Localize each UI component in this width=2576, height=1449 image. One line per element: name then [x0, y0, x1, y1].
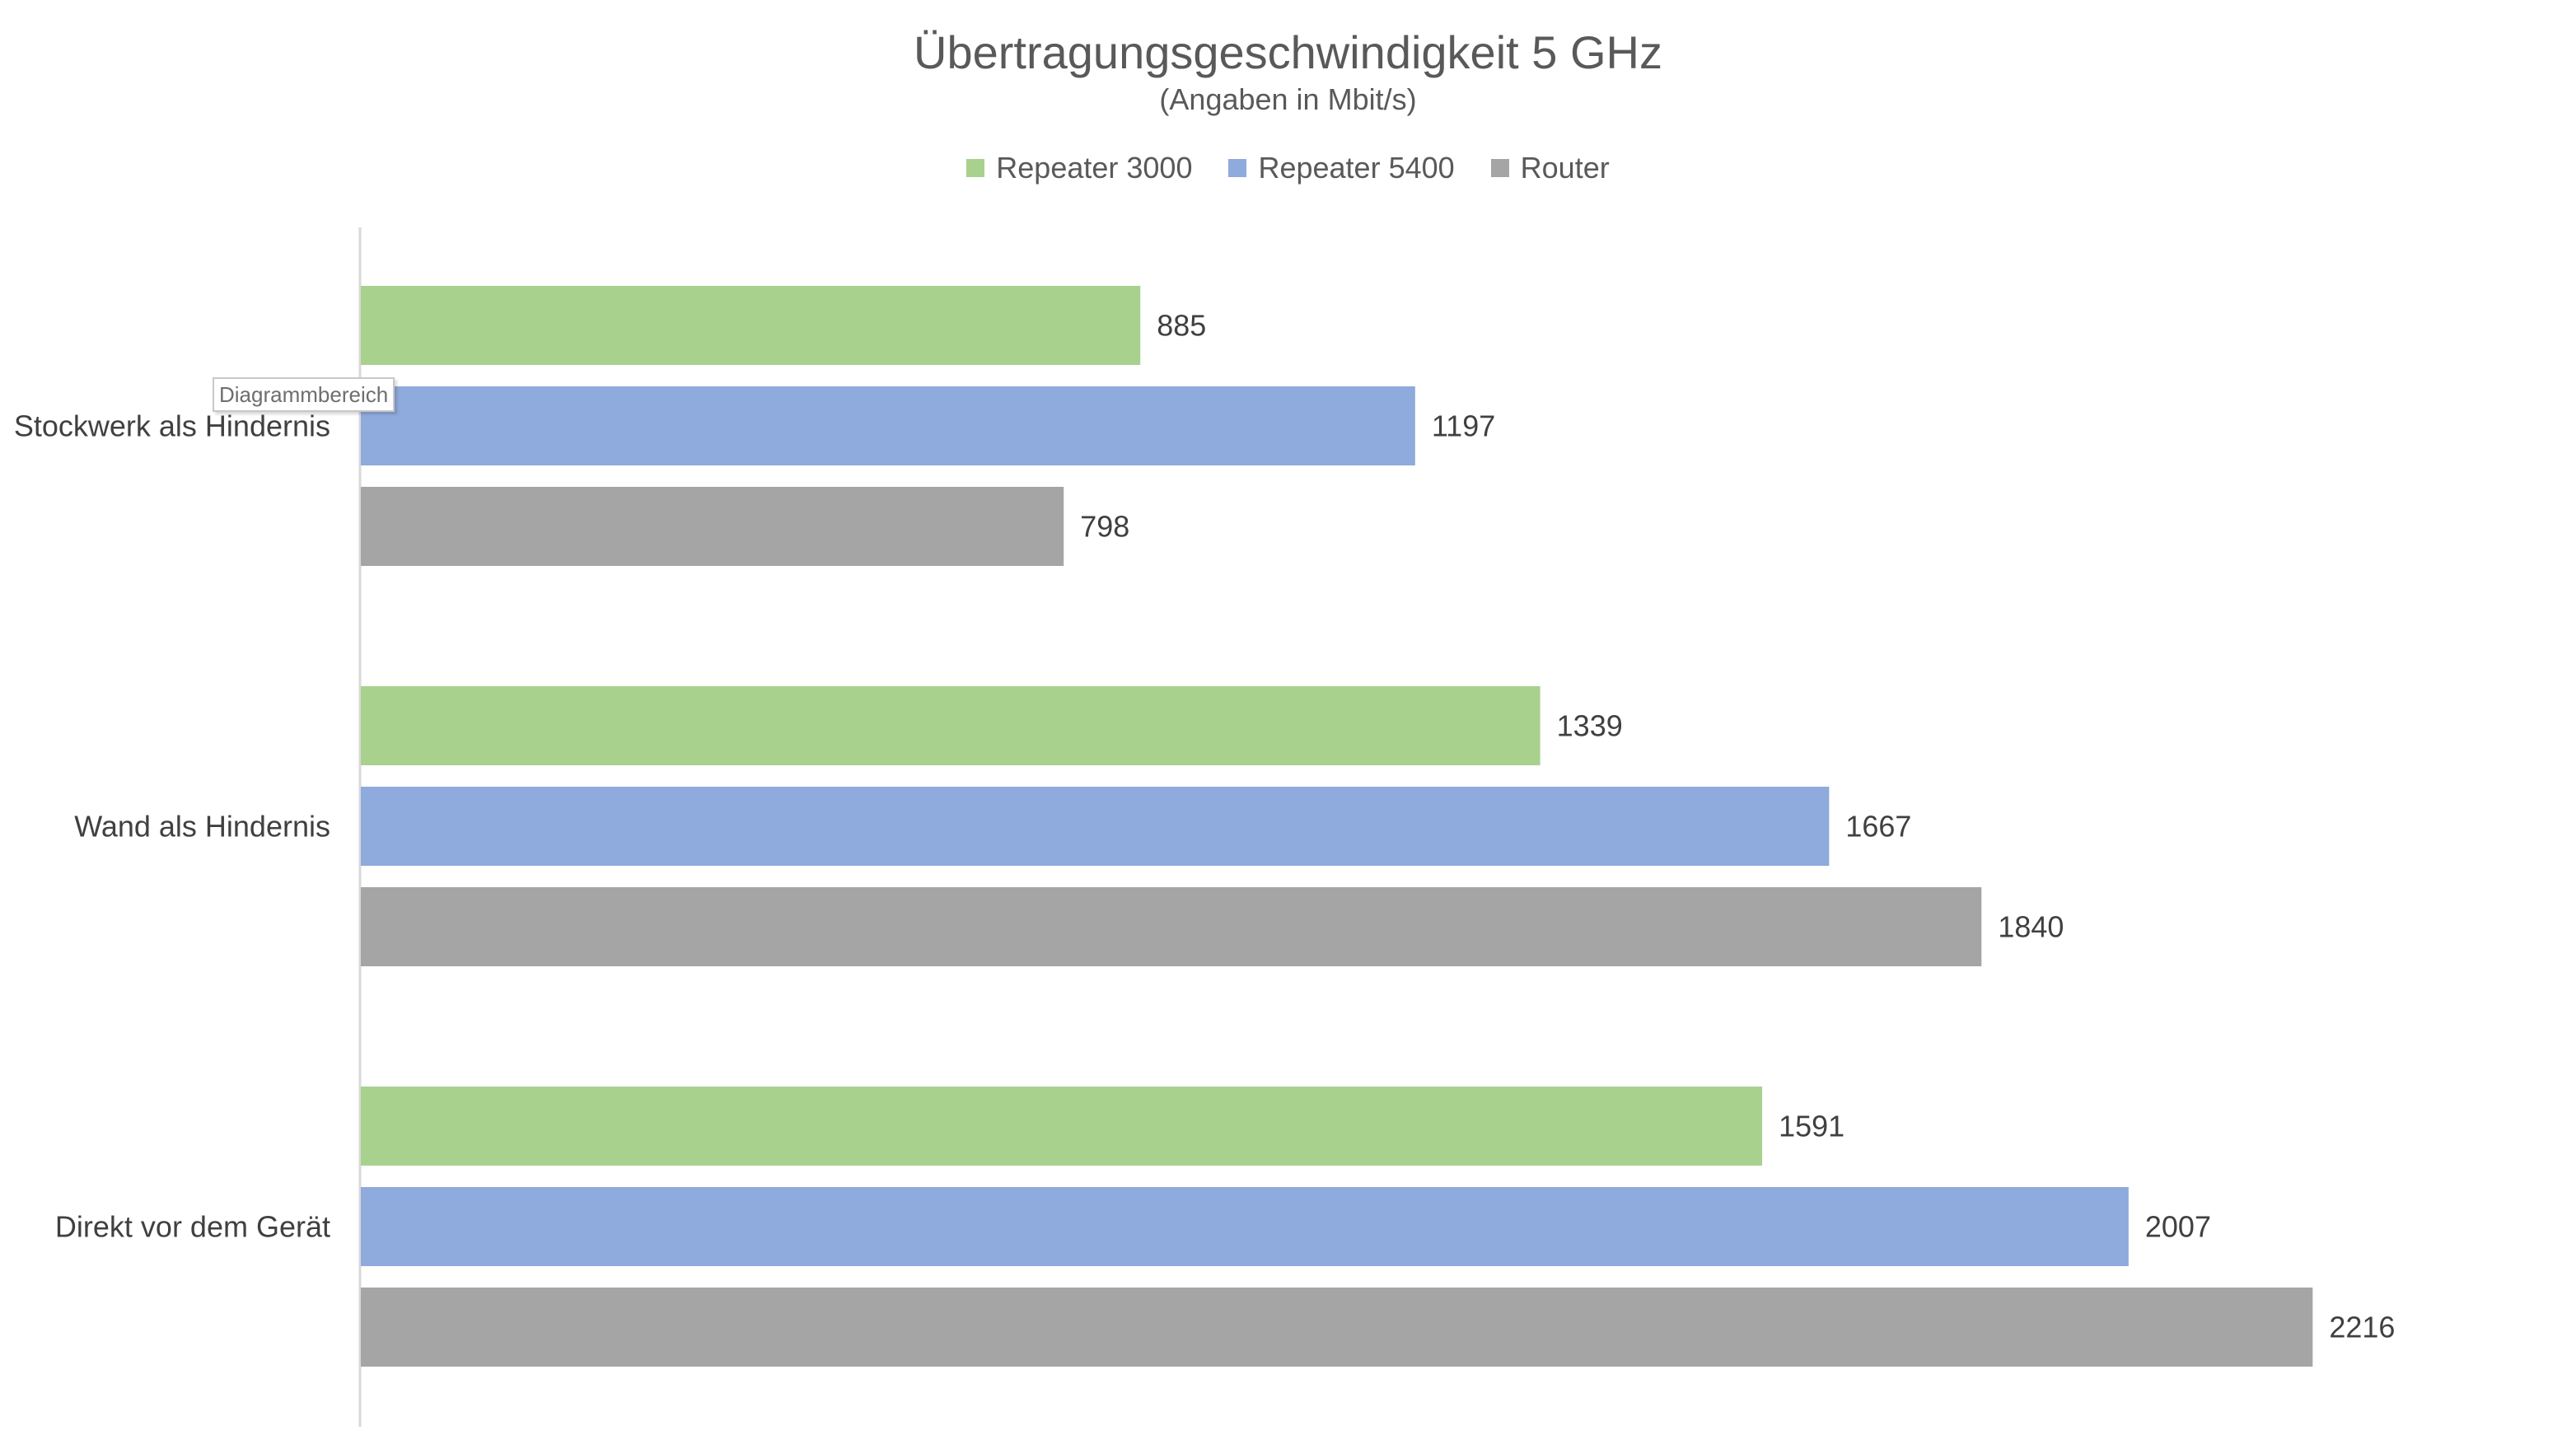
- bar-repeater-3000-wand-als-hindernis[interactable]: [361, 686, 1540, 765]
- legend-item-router[interactable]: Router: [1490, 145, 1610, 191]
- data-label-repeater-5400-wand-als-hindernis: 1667: [1845, 810, 1911, 844]
- category-label-direkt-vor-dem-geraet: Direkt vor dem Gerät: [55, 1210, 330, 1244]
- bar-repeater-5400-wand-als-hindernis[interactable]: [361, 787, 1830, 866]
- chart-subtitle: (Angaben in Mbit/s): [1159, 82, 1417, 116]
- bar-repeater-3000-stockwerk-als-hindernis[interactable]: [361, 286, 1141, 365]
- category-label-stockwerk-als-hindernis: Stockwerk als Hindernis: [14, 409, 330, 443]
- legend-label-repeater-3000: Repeater 3000: [996, 151, 1193, 185]
- bar-router-stockwerk-als-hindernis[interactable]: [361, 487, 1064, 566]
- legend-item-repeater-3000[interactable]: Repeater 3000: [966, 145, 1192, 191]
- chart-area-tooltip: Diagrammbereich: [213, 377, 395, 412]
- legend-swatch-router: [1490, 159, 1509, 177]
- data-label-repeater-3000-direkt-vor-dem-geraet: 1591: [1779, 1110, 1844, 1143]
- legend-label-router: Router: [1520, 151, 1610, 185]
- category-label-wand-als-hindernis: Wand als Hindernis: [74, 810, 330, 844]
- bar-repeater-3000-direkt-vor-dem-geraet[interactable]: [361, 1087, 1763, 1166]
- data-label-router-stockwerk-als-hindernis: 798: [1080, 510, 1129, 544]
- legend-swatch-repeater-3000: [966, 159, 985, 177]
- data-label-repeater-3000-wand-als-hindernis: 1339: [1557, 709, 1623, 743]
- bar-router-wand-als-hindernis[interactable]: [361, 887, 1982, 966]
- bar-repeater-5400-stockwerk-als-hindernis[interactable]: [361, 386, 1415, 465]
- legend-swatch-repeater-5400: [1228, 159, 1247, 177]
- legend-label-repeater-5400: Repeater 5400: [1258, 151, 1455, 185]
- data-label-router-direkt-vor-dem-geraet: 2216: [2329, 1311, 2395, 1344]
- data-label-repeater-5400-direkt-vor-dem-geraet: 2007: [2145, 1210, 2211, 1244]
- data-label-router-wand-als-hindernis: 1840: [1998, 910, 2064, 944]
- bar-repeater-5400-direkt-vor-dem-geraet[interactable]: [361, 1187, 2129, 1266]
- legend-item-repeater-5400[interactable]: Repeater 5400: [1228, 145, 1455, 191]
- chart-legend[interactable]: Repeater 3000 Repeater 5400 Router: [0, 145, 2576, 191]
- chart-title: Übertragungsgeschwindigkeit 5 GHz: [914, 26, 1662, 78]
- data-label-repeater-3000-stockwerk-als-hindernis: 885: [1157, 309, 1206, 343]
- data-label-repeater-5400-stockwerk-als-hindernis: 1197: [1432, 409, 1495, 443]
- bar-router-direkt-vor-dem-geraet[interactable]: [361, 1288, 2313, 1367]
